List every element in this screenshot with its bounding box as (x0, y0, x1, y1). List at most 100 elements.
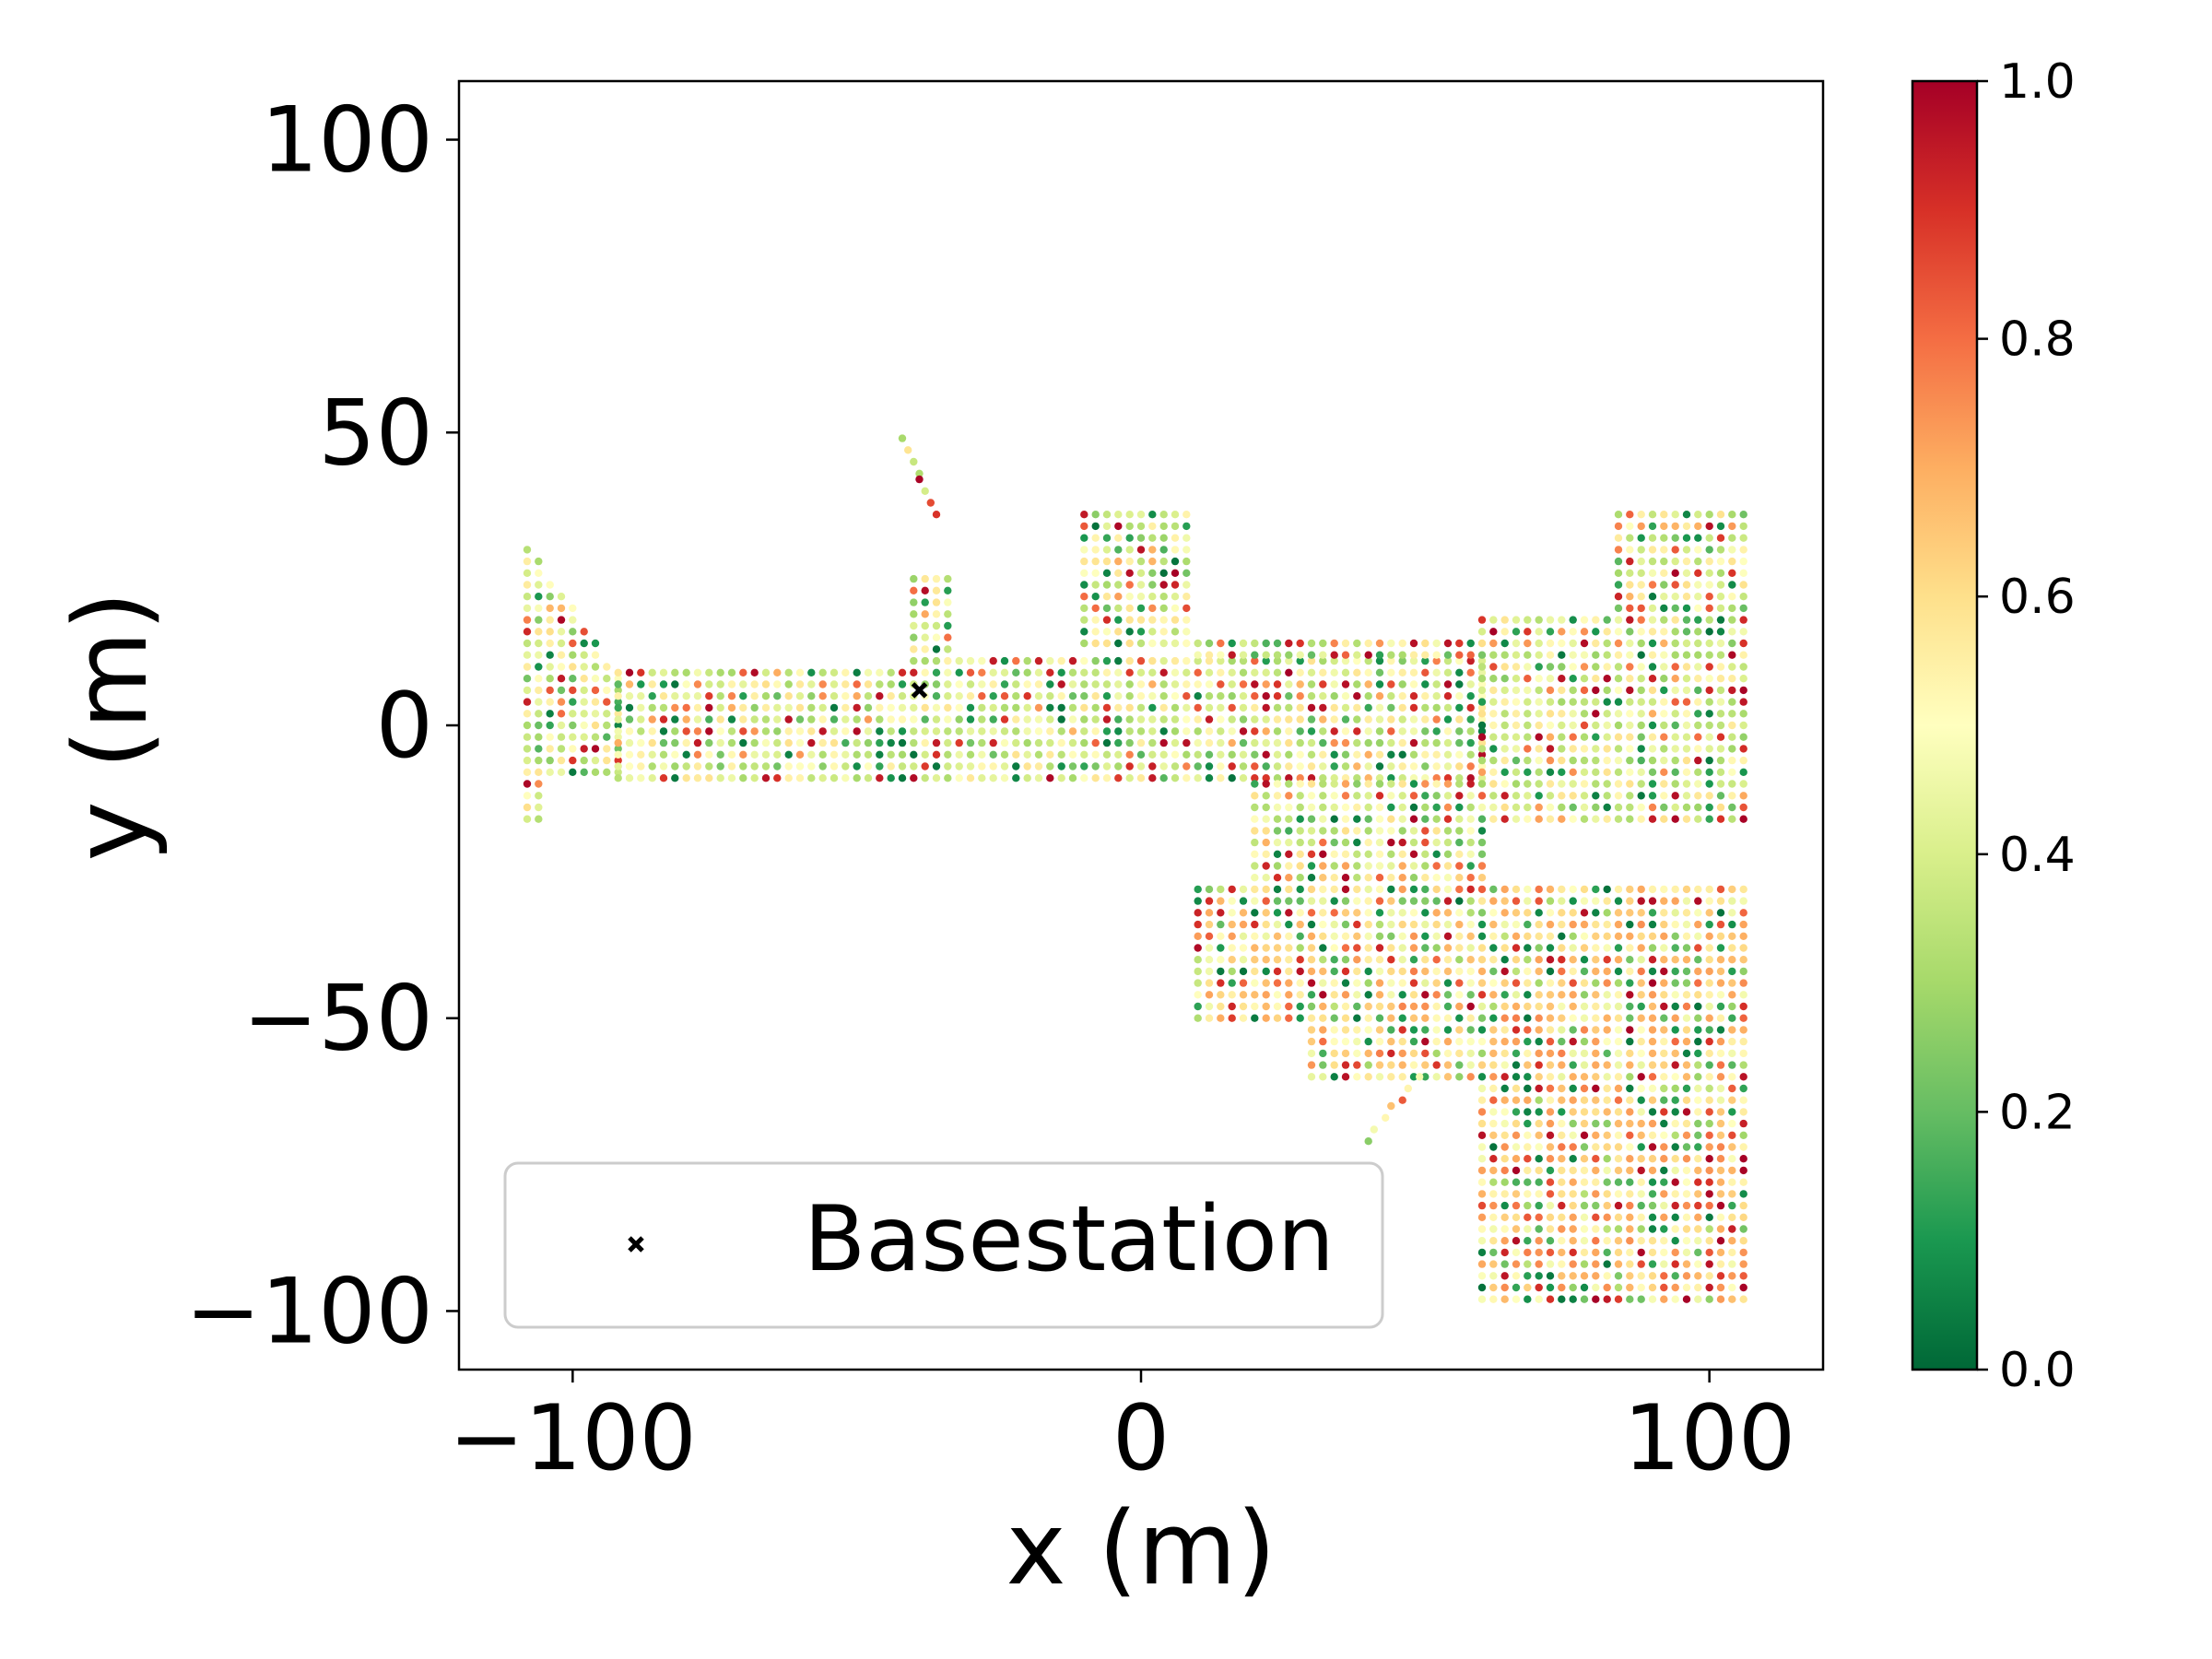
data-point (637, 774, 645, 782)
data-point (1034, 703, 1043, 712)
data-point (1500, 768, 1509, 776)
data-point (1477, 1260, 1487, 1268)
data-point (1102, 715, 1112, 724)
data-point (1273, 738, 1282, 747)
data-point (1728, 710, 1736, 718)
data-point (1603, 1002, 1611, 1011)
data-point (1626, 675, 1634, 683)
data-point (1512, 1108, 1521, 1116)
data-point (1159, 511, 1168, 519)
data-point (1535, 1201, 1543, 1210)
data-point (1694, 1002, 1702, 1011)
data-point (1364, 762, 1372, 771)
data-point (1637, 920, 1645, 929)
data-point (1603, 1108, 1611, 1116)
data-point (1580, 780, 1589, 788)
data-point (1489, 1108, 1498, 1116)
data-point (1648, 1049, 1657, 1058)
x-axis-ticks: −100 0 100 (449, 1370, 1795, 1491)
data-point (1626, 1096, 1634, 1104)
data-point (1660, 1272, 1668, 1280)
data-point (1114, 750, 1123, 759)
data-point (1466, 656, 1475, 665)
data-point (1580, 909, 1589, 917)
colorbar-frame (1911, 79, 1979, 1371)
data-point (1046, 727, 1054, 735)
data-point (1671, 686, 1679, 695)
data-point (523, 780, 532, 788)
data-point (1637, 991, 1645, 999)
data-point (1387, 692, 1395, 700)
data-point (1262, 651, 1270, 659)
data-point (1500, 944, 1509, 952)
data-point (1205, 774, 1214, 782)
data-point (1296, 920, 1304, 929)
data-point (1626, 1272, 1634, 1280)
data-point (784, 727, 793, 735)
data-point (1716, 616, 1725, 624)
data-point (1694, 593, 1702, 601)
data-point (1500, 1225, 1509, 1233)
data-point (1705, 1295, 1713, 1303)
data-point (1682, 1037, 1691, 1046)
data-point (1421, 991, 1430, 999)
data-point (671, 750, 679, 759)
data-point (1477, 827, 1487, 835)
data-point (1682, 1272, 1691, 1280)
data-point (1330, 803, 1338, 812)
data-point (1626, 780, 1634, 788)
data-point (557, 604, 566, 613)
data-point (795, 692, 805, 700)
data-point (1603, 628, 1611, 636)
data-point (1382, 1113, 1390, 1123)
data-point (1524, 1061, 1532, 1069)
data-point (1728, 546, 1736, 554)
data-point (1637, 710, 1645, 718)
data-point (523, 604, 532, 613)
data-point (535, 581, 543, 589)
data-point (1353, 932, 1361, 940)
data-point (1500, 967, 1509, 976)
data-point (1057, 703, 1065, 712)
data-point (1614, 663, 1623, 671)
data-point (1205, 920, 1214, 929)
data-point (1114, 656, 1123, 665)
data-point (1182, 774, 1191, 782)
data-point (1375, 827, 1384, 835)
data-point (727, 680, 736, 688)
data-point (1637, 967, 1645, 976)
data-point (1592, 1084, 1600, 1093)
data-point (1330, 815, 1338, 823)
data-point (1341, 692, 1350, 700)
data-point (591, 686, 600, 695)
data-point (1524, 920, 1532, 929)
data-point (1455, 1049, 1464, 1058)
data-point (1671, 546, 1679, 554)
data-point (1466, 897, 1475, 905)
data-point (1558, 1049, 1566, 1058)
data-point (1637, 1272, 1645, 1280)
data-point (1477, 628, 1487, 636)
data-point (1580, 897, 1589, 905)
data-point (1353, 991, 1361, 999)
data-point (1421, 1026, 1430, 1034)
data-point (1364, 862, 1372, 870)
data-point (1398, 909, 1406, 917)
data-point (944, 574, 952, 583)
data-point (1341, 815, 1350, 823)
data-point (557, 710, 566, 718)
data-point (1012, 738, 1020, 747)
data-point (557, 733, 566, 741)
data-point (818, 762, 827, 771)
data-point (1512, 920, 1521, 929)
data-point (1694, 675, 1702, 683)
data-point (1194, 944, 1202, 952)
data-point (1341, 874, 1350, 882)
data-point (1364, 727, 1372, 735)
data-point (671, 680, 679, 688)
data-point (1694, 1201, 1702, 1210)
data-point (1569, 885, 1577, 894)
data-point (1546, 792, 1555, 800)
data-point (1682, 522, 1691, 531)
data-point (1626, 698, 1634, 706)
